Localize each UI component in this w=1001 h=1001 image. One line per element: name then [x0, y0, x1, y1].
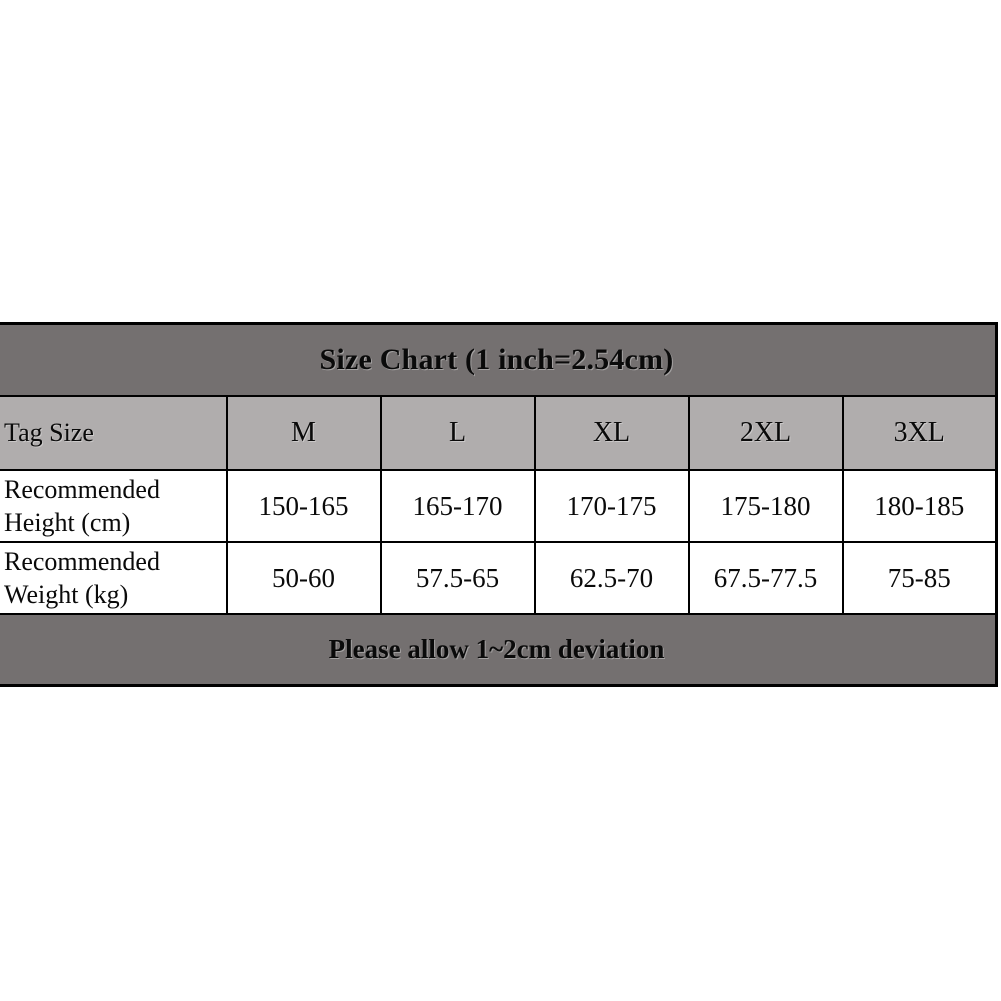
cell-weight-3xl: 75-85 — [841, 541, 998, 615]
header-cell-size-2xl: 2XL — [687, 395, 844, 471]
cell-height-3xl: 180-185 — [841, 469, 998, 543]
header-cell-size-3xl: 3XL — [841, 395, 998, 471]
cell-weight-xl: 62.5-70 — [533, 541, 690, 615]
chart-footer-note: Please allow 1~2cm deviation — [0, 613, 998, 687]
header-cell-size-l: L — [379, 395, 536, 471]
chart-title: Size Chart (1 inch=2.54cm) — [0, 322, 998, 397]
row-label-recommended-weight: Recommended Weight (kg) — [0, 541, 228, 615]
row-label-line-2: Height (cm) — [4, 508, 131, 537]
header-cell-size-m: M — [225, 395, 382, 471]
header-cell-tag-size: Tag Size — [0, 395, 228, 471]
cell-height-m: 150-165 — [225, 469, 382, 543]
cell-weight-m: 50-60 — [225, 541, 382, 615]
row-label-recommended-height: Recommended Height (cm) — [0, 469, 228, 543]
cell-height-l: 165-170 — [379, 469, 536, 543]
row-label-line-1: Recommended — [4, 546, 160, 576]
table-row-recommended-height: Recommended Height (cm) 150-165 165-170 … — [0, 469, 998, 543]
cell-height-xl: 170-175 — [533, 469, 690, 543]
header-cell-size-xl: XL — [533, 395, 690, 471]
size-chart-container: Size Chart (1 inch=2.54cm) Tag Size M L … — [0, 322, 998, 687]
cell-weight-2xl: 67.5-77.5 — [687, 541, 844, 615]
chart-footer-row: Please allow 1~2cm deviation — [0, 613, 998, 687]
chart-title-row: Size Chart (1 inch=2.54cm) — [0, 322, 998, 397]
table-header-row: Tag Size M L XL 2XL 3XL — [0, 395, 998, 471]
size-chart-table: Size Chart (1 inch=2.54cm) Tag Size M L … — [0, 322, 998, 687]
row-label-line-2: Weight (kg) — [4, 580, 129, 609]
cell-weight-l: 57.5-65 — [379, 541, 536, 615]
table-row-recommended-weight: Recommended Weight (kg) 50-60 57.5-65 62… — [0, 541, 998, 615]
cell-height-2xl: 175-180 — [687, 469, 844, 543]
row-label-line-1: Recommended — [4, 474, 160, 504]
